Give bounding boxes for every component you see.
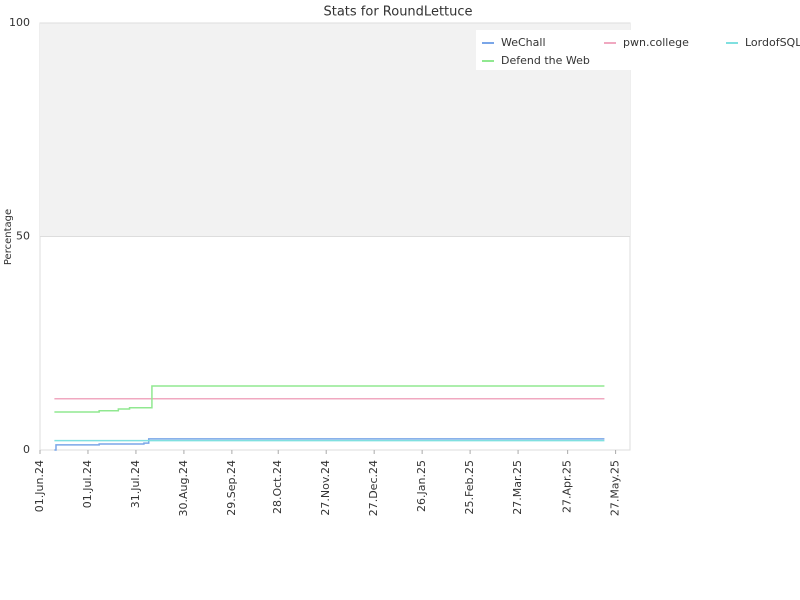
x-tick-label: 27.Nov.24: [319, 460, 332, 516]
legend-label: LordofSQLi: [745, 36, 800, 49]
x-tick-label: 30.Aug.24: [177, 460, 190, 516]
y-tick-label: 50: [16, 230, 30, 243]
legend-label: pwn.college: [623, 36, 689, 49]
legend-label: WeChall: [501, 36, 546, 49]
legend-label: Defend the Web: [501, 54, 590, 67]
x-tick-label: 31.Jul.24: [129, 460, 142, 508]
x-tick-label: 27.Apr.25: [561, 460, 574, 513]
legend-box: [476, 30, 796, 70]
y-tick-label: 100: [9, 16, 30, 29]
x-tick-label: 26.Jan.25: [415, 460, 428, 512]
x-tick-label: 01.Jun.24: [33, 460, 46, 512]
y-tick-label: 0: [23, 443, 30, 456]
y-axis-label: Percentage: [3, 209, 14, 265]
chart-title: Stats for RoundLettuce: [323, 5, 472, 20]
x-tick-label: 27.Mar.25: [511, 460, 524, 515]
x-tick-label: 27.May.25: [609, 460, 622, 516]
x-tick-label: 27.Dec.24: [367, 460, 380, 516]
x-tick-label: 25.Feb.25: [463, 460, 476, 514]
x-tick-label: 29.Sep.24: [225, 460, 238, 516]
x-tick-label: 28.Oct.24: [271, 460, 284, 514]
series-line: [54, 385, 605, 413]
x-tick-label: 01.Jul.24: [81, 460, 94, 508]
